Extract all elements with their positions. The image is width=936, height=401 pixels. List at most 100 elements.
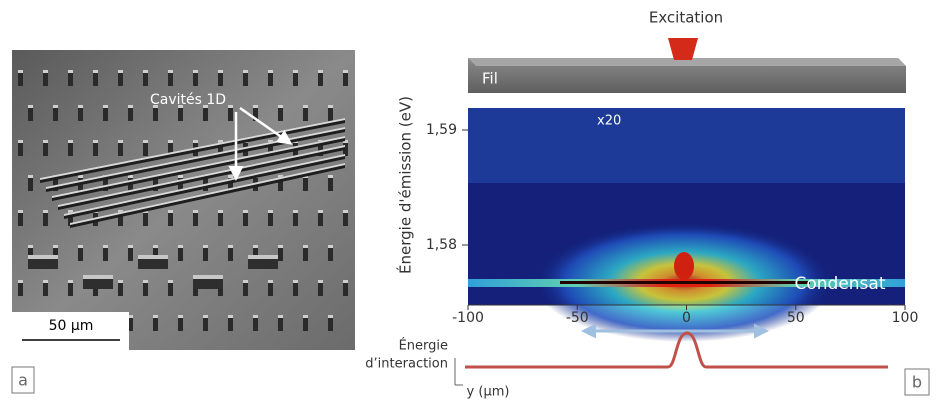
pillar-top bbox=[178, 175, 183, 178]
pillar-top bbox=[68, 70, 73, 73]
pillar-top bbox=[28, 175, 33, 178]
panel-label: a bbox=[18, 371, 28, 390]
pillar-top bbox=[328, 175, 333, 178]
pillar-top bbox=[343, 280, 348, 283]
pillar-top bbox=[78, 105, 83, 108]
pillar-top bbox=[303, 105, 308, 108]
pillar-top bbox=[118, 140, 123, 143]
pillar-top bbox=[168, 280, 173, 283]
pillar-top bbox=[243, 70, 248, 73]
pillar-top bbox=[193, 210, 198, 213]
pillar-top bbox=[268, 210, 273, 213]
y-tick-label: 1,59 bbox=[426, 122, 457, 138]
pillar-top bbox=[153, 245, 158, 248]
pillar-top bbox=[228, 245, 233, 248]
mesa-top bbox=[138, 255, 168, 259]
pillar-top bbox=[103, 245, 108, 248]
pillar-top bbox=[168, 210, 173, 213]
pillar-top bbox=[103, 105, 108, 108]
pillar-top bbox=[303, 245, 308, 248]
y-tick-label: 1,58 bbox=[426, 237, 457, 253]
pillar-top bbox=[118, 280, 123, 283]
pillar-top bbox=[118, 70, 123, 73]
pillar-top bbox=[193, 140, 198, 143]
pillar-top bbox=[18, 280, 23, 283]
pillar-top bbox=[228, 315, 233, 318]
pillar-top bbox=[328, 105, 333, 108]
pillar-top bbox=[268, 280, 273, 283]
pillar-top bbox=[268, 70, 273, 73]
pillar-top bbox=[218, 210, 223, 213]
interaction-label: Énergie bbox=[399, 338, 448, 354]
pillar-top bbox=[43, 280, 48, 283]
pillar-top bbox=[328, 315, 333, 318]
cavity-annotation: Cavités 1D bbox=[150, 92, 226, 108]
excitation-label: Excitation bbox=[649, 9, 723, 27]
pillar-top bbox=[293, 210, 298, 213]
pillar-top bbox=[193, 70, 198, 73]
pillar-top bbox=[228, 175, 233, 178]
pillar-top bbox=[278, 245, 283, 248]
scale-bar-label: 50 µm bbox=[49, 318, 94, 334]
pillar-top bbox=[168, 140, 173, 143]
mesa-top bbox=[28, 255, 58, 259]
pillar-top bbox=[303, 315, 308, 318]
condensate-core bbox=[560, 281, 810, 284]
pillar-top bbox=[43, 140, 48, 143]
pillar-top bbox=[293, 70, 298, 73]
pillar-top bbox=[253, 245, 258, 248]
x-axis-title: y (µm) bbox=[467, 385, 510, 400]
pillar-top bbox=[93, 140, 98, 143]
figure: Cavités 1D 50 µm a Excitation Fil x20 Co… bbox=[0, 0, 936, 401]
pillar-top bbox=[168, 70, 173, 73]
pillar-top bbox=[43, 210, 48, 213]
pillar-top bbox=[153, 315, 158, 318]
gain-label: x20 bbox=[597, 114, 621, 129]
mesa-top bbox=[248, 255, 278, 259]
pillar-top bbox=[18, 210, 23, 213]
pillar-top bbox=[218, 70, 223, 73]
condensate-peak bbox=[674, 252, 694, 280]
pillar-top bbox=[253, 105, 258, 108]
pillar-top bbox=[93, 70, 98, 73]
pillar-top bbox=[28, 245, 33, 248]
pillar-top bbox=[243, 210, 248, 213]
mesa-top bbox=[83, 275, 113, 279]
pillar-top bbox=[278, 105, 283, 108]
pillar-top bbox=[343, 210, 348, 213]
pillar-top bbox=[343, 70, 348, 73]
pillar-top bbox=[278, 315, 283, 318]
condensate-label: Condensat bbox=[794, 274, 885, 294]
pillar-top bbox=[318, 210, 323, 213]
pillar-top bbox=[43, 70, 48, 73]
pillar-top bbox=[78, 175, 83, 178]
pillar-top bbox=[53, 105, 58, 108]
x-tick-label: -100 bbox=[452, 310, 484, 326]
pillar-top bbox=[143, 280, 148, 283]
pillar-top bbox=[18, 70, 23, 73]
x-tick-label: -50 bbox=[566, 310, 589, 326]
pillar-top bbox=[18, 140, 23, 143]
wire-label: Fil bbox=[482, 70, 498, 88]
pillar-top bbox=[28, 105, 33, 108]
pillar-top bbox=[328, 245, 333, 248]
pillar-top bbox=[53, 245, 58, 248]
pillar-top bbox=[128, 105, 133, 108]
x-tick-label: 0 bbox=[682, 310, 691, 326]
pillar-top bbox=[293, 280, 298, 283]
x-tick-label: 100 bbox=[892, 310, 919, 326]
pillar-top bbox=[128, 175, 133, 178]
x-tick-label: 50 bbox=[787, 310, 805, 326]
pillar-top bbox=[203, 315, 208, 318]
mesa-top bbox=[193, 275, 223, 279]
pillar-top bbox=[78, 245, 83, 248]
pillar-top bbox=[253, 315, 258, 318]
panel-label: b bbox=[912, 373, 922, 392]
pillar-top bbox=[178, 245, 183, 248]
pillar-top bbox=[68, 140, 73, 143]
pillar-top bbox=[68, 280, 73, 283]
pillar-top bbox=[203, 245, 208, 248]
interaction-label: d’interaction bbox=[365, 357, 448, 372]
pillar-top bbox=[143, 70, 148, 73]
pillar-top bbox=[318, 70, 323, 73]
